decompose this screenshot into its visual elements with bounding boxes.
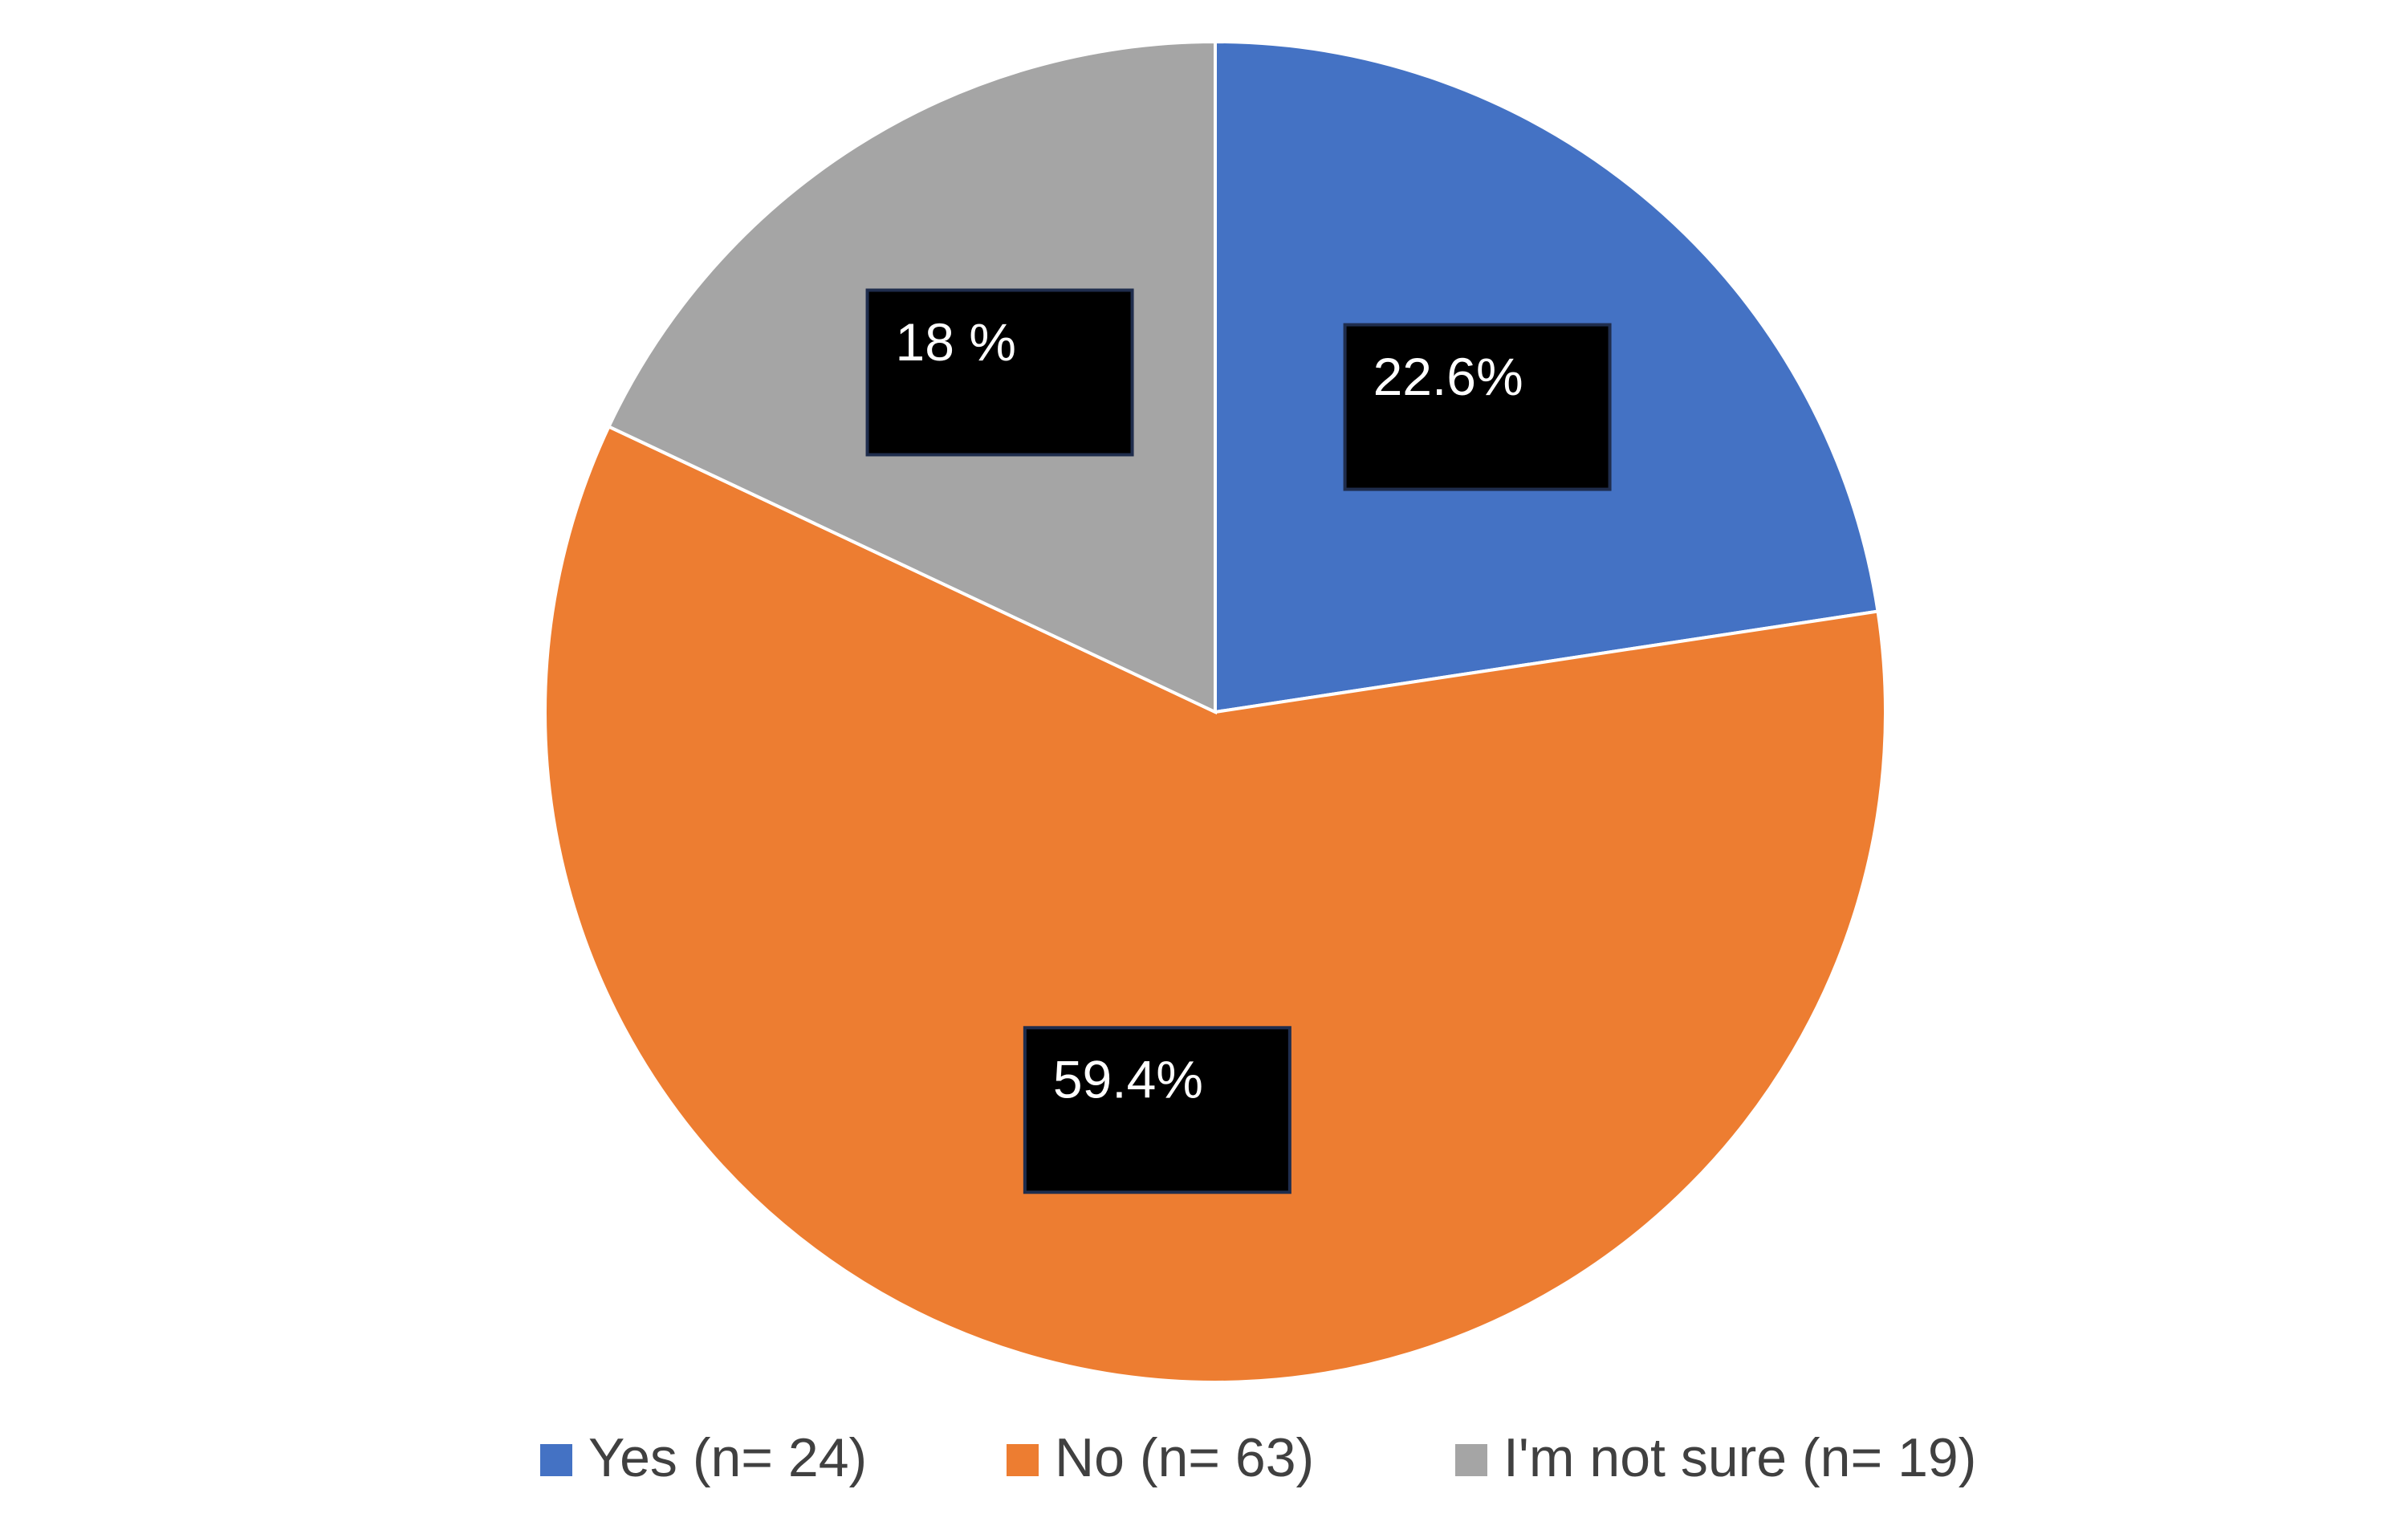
label-box [1023, 1026, 1291, 1194]
data-label: 22.6% [1373, 347, 1523, 406]
pie-slice [543, 424, 1887, 1385]
legend-swatch [540, 1444, 572, 1476]
legend-label: Yes (n= 24) [588, 1427, 867, 1488]
label-box [865, 288, 1134, 457]
legend-swatch [1007, 1444, 1039, 1476]
legend-label: I'm not sure (n= 19) [1503, 1427, 1976, 1488]
label-box [1343, 323, 1612, 491]
data-label: 18 % [896, 312, 1016, 372]
data-label: 59.4% [1053, 1050, 1203, 1109]
legend-swatch [1455, 1444, 1487, 1476]
legend-label: No (n= 63) [1055, 1427, 1314, 1488]
